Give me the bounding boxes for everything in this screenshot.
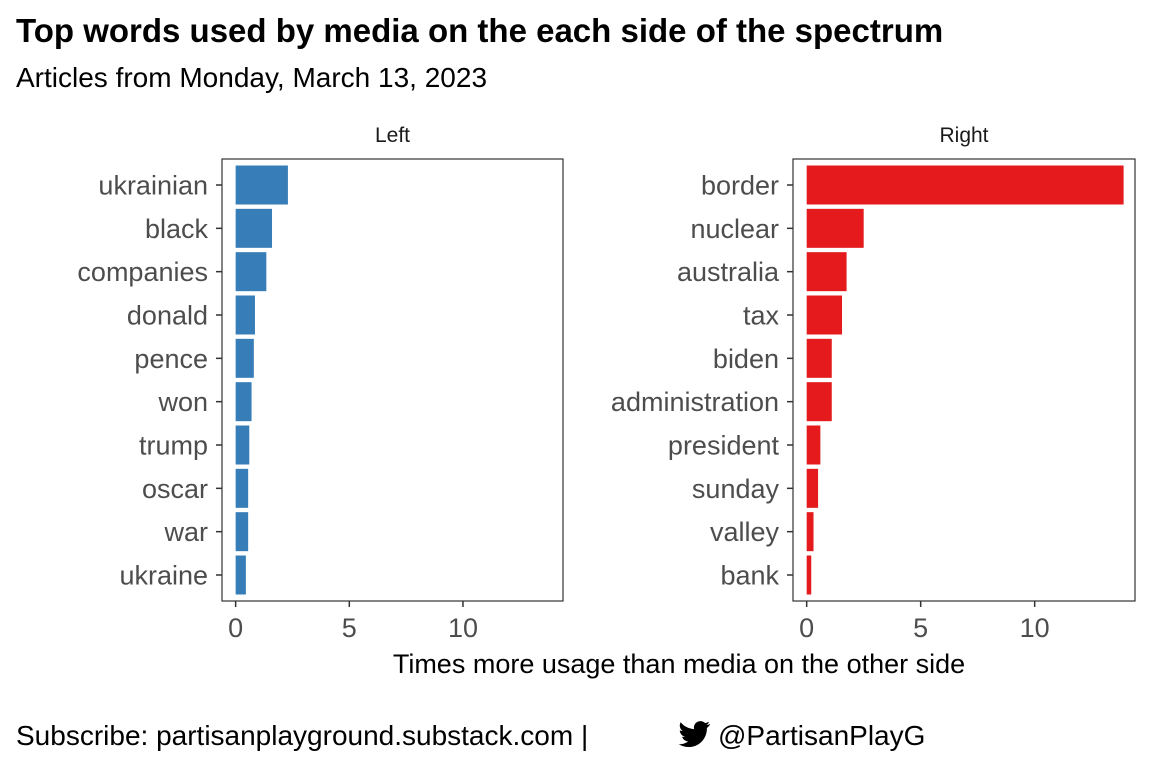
bar	[235, 295, 255, 335]
y-tick-label: valley	[710, 517, 780, 547]
y-tick-label: ukraine	[119, 561, 208, 591]
x-tick-label: 10	[1020, 613, 1050, 643]
y-tick-label: tax	[743, 301, 780, 331]
bar	[806, 338, 832, 378]
bar	[806, 512, 814, 552]
caption-prefix: Subscribe: partisanplayground.substack.c…	[16, 720, 588, 751]
bar	[806, 252, 847, 292]
y-tick-label: oscar	[142, 474, 208, 504]
y-tick-label: pence	[134, 344, 208, 374]
caption: Subscribe: partisanplayground.substack.c…	[16, 720, 925, 751]
x-axis-label: Times more usage than media on the other…	[393, 649, 965, 679]
x-tick-label: 5	[342, 613, 357, 643]
twitter-bird-icon	[678, 721, 710, 747]
x-tick-label: 0	[228, 613, 243, 643]
y-tick-label: biden	[713, 344, 779, 374]
y-tick-label: sunday	[692, 474, 780, 504]
y-tick-label: nuclear	[690, 214, 779, 244]
chart-subtitle: Articles from Monday, March 13, 2023	[16, 62, 487, 93]
panel-frame	[221, 158, 564, 602]
bar	[806, 165, 1124, 205]
facet-label: Left	[375, 124, 410, 147]
bar	[235, 338, 254, 378]
y-tick-label: administration	[611, 387, 779, 417]
bar	[235, 425, 250, 465]
bar	[235, 208, 273, 248]
x-tick-label: 0	[799, 613, 814, 643]
caption-handle: @PartisanPlayG	[718, 720, 925, 751]
bar	[806, 468, 819, 508]
bar	[235, 382, 252, 422]
y-tick-label: war	[163, 517, 208, 547]
y-tick-label: won	[157, 387, 208, 417]
y-tick-label: president	[668, 431, 780, 461]
bar	[806, 555, 812, 595]
y-tick-label: border	[701, 171, 779, 201]
y-tick-label: bank	[720, 561, 779, 591]
bar	[235, 512, 249, 552]
bar	[235, 468, 249, 508]
bar	[235, 252, 267, 292]
y-tick-label: black	[145, 214, 209, 244]
panels: Left ukrainian black companies donald pence wo…	[77, 124, 1136, 643]
bar	[806, 382, 832, 422]
bar	[806, 295, 843, 335]
x-tick-label: 10	[448, 613, 478, 643]
bar	[235, 165, 288, 205]
y-tick-label: ukrainian	[98, 171, 208, 201]
x-tick-label: 5	[913, 613, 928, 643]
y-tick-label: australia	[677, 257, 780, 287]
y-tick-label: trump	[139, 431, 208, 461]
y-tick-label: donald	[127, 301, 208, 331]
facet-label: Right	[939, 124, 988, 147]
bar	[235, 555, 246, 595]
bar	[806, 425, 821, 465]
panel-left: Left ukrainian black companies donald pence wo…	[77, 124, 564, 643]
panel-frame	[792, 158, 1136, 602]
panel-right: Right border nuclear australia tax biden admin…	[611, 124, 1136, 643]
bar	[806, 208, 864, 248]
y-tick-label: companies	[77, 257, 208, 287]
chart-title: Top words used by media on the each side…	[16, 12, 943, 49]
